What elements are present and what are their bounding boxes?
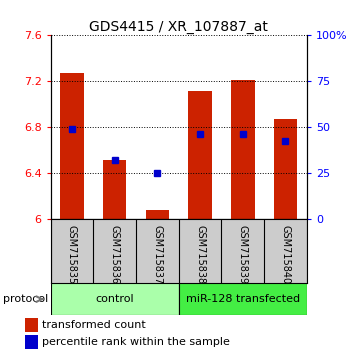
- Bar: [231, 80, 255, 219]
- Bar: [145, 210, 169, 219]
- Bar: [60, 73, 84, 219]
- Text: control: control: [95, 294, 134, 304]
- Bar: [179, 283, 307, 315]
- Text: protocol: protocol: [3, 294, 48, 304]
- Text: GSM715840: GSM715840: [280, 224, 291, 284]
- Bar: [25, 335, 38, 349]
- Text: miR-128 transfected: miR-128 transfected: [186, 294, 300, 304]
- Text: percentile rank within the sample: percentile rank within the sample: [43, 337, 230, 347]
- Bar: [274, 119, 297, 219]
- Bar: [103, 160, 126, 219]
- Text: transformed count: transformed count: [43, 320, 146, 330]
- Title: GDS4415 / XR_107887_at: GDS4415 / XR_107887_at: [89, 21, 268, 34]
- Text: GSM715839: GSM715839: [238, 224, 248, 284]
- Bar: [51, 283, 179, 315]
- Text: GSM715837: GSM715837: [152, 224, 162, 284]
- Text: GSM715838: GSM715838: [195, 224, 205, 284]
- Bar: [25, 318, 38, 332]
- Text: GSM715836: GSM715836: [110, 224, 119, 284]
- Text: GSM715835: GSM715835: [67, 224, 77, 284]
- Bar: [188, 91, 212, 219]
